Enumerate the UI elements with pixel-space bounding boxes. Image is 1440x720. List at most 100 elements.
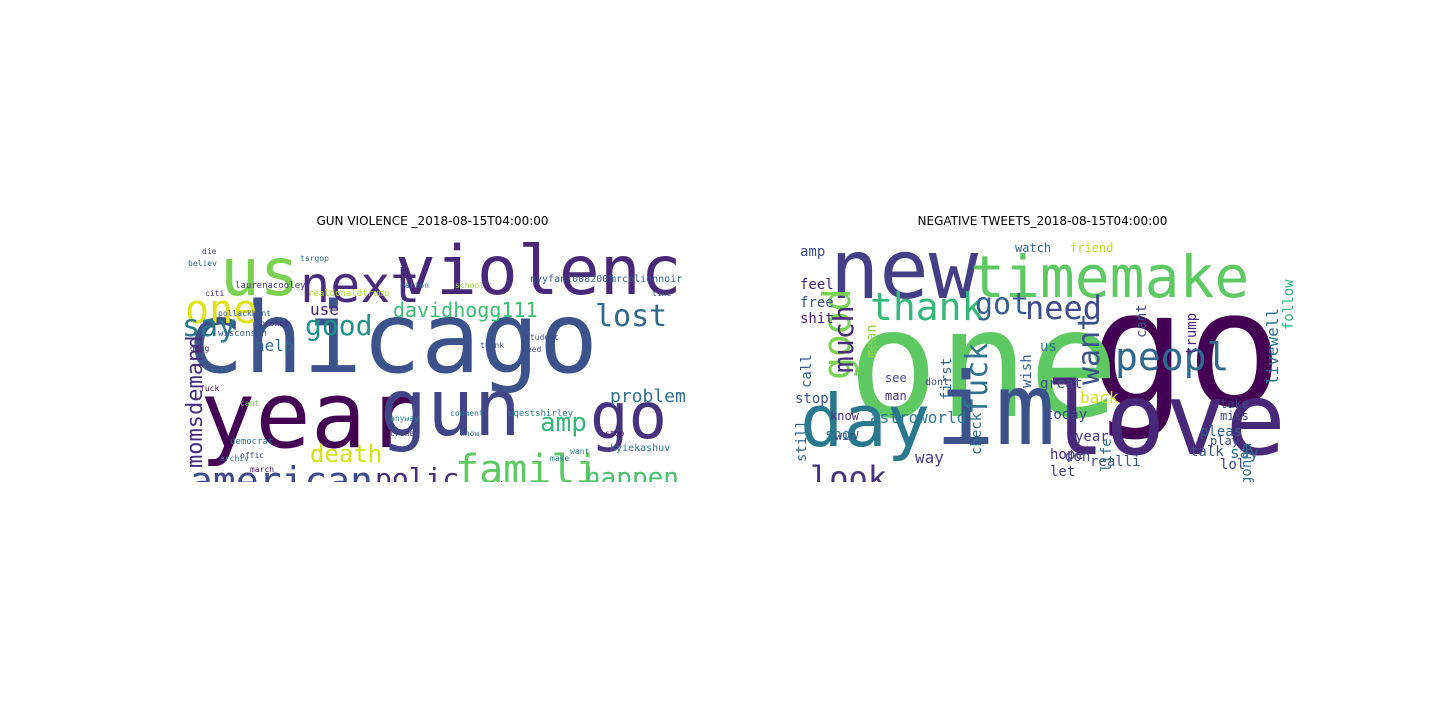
word-need: need — [1025, 289, 1103, 327]
word-pleas: pleas — [1200, 424, 1243, 440]
word-don: don — [1065, 449, 1091, 465]
word-one: one — [848, 278, 1119, 452]
word-life: life — [1099, 438, 1115, 472]
word-offic: offic — [240, 451, 265, 460]
word-nation: nation — [400, 281, 429, 290]
word-polic: polic — [375, 462, 460, 483]
word-die: die — [202, 247, 217, 256]
word-use: use — [310, 300, 339, 319]
word-man: man — [885, 389, 907, 403]
word-lol: lol — [1220, 457, 1246, 473]
word-dont: dont — [925, 377, 950, 388]
word-us: us — [220, 234, 300, 311]
word-still: still — [794, 419, 810, 462]
word-amp: amp — [540, 408, 587, 438]
word-gonna: gonna — [1239, 442, 1255, 482]
word-check: check — [969, 412, 985, 455]
word-realli: realli — [1090, 454, 1141, 470]
word-need: need — [522, 345, 542, 354]
word-see: see — [885, 371, 907, 385]
panel-title: NEGATIVE TWEETS_2018-08-15T04:00:00 — [917, 214, 1168, 228]
word-peopl: peopl — [1115, 335, 1230, 379]
word-great: great — [1040, 376, 1083, 392]
word-believ: believ — [188, 259, 217, 268]
panel-title: GUN VIOLENCE _2018-08-15T04:00:00 — [316, 214, 549, 228]
word-today: today — [1045, 407, 1088, 423]
word-uqestshirley: uqestshirley — [508, 409, 574, 419]
word-archiv: archiv — [220, 454, 249, 463]
word-love: love — [1045, 361, 1286, 478]
word-happen: happen — [585, 463, 679, 482]
word-go: go — [1090, 256, 1283, 443]
word-citi: citi — [205, 289, 225, 298]
word-wisconsin: wisconsin — [218, 329, 267, 339]
word-march: march — [250, 465, 275, 474]
word-student: student — [525, 333, 559, 342]
word-think: think — [480, 341, 505, 350]
word-time: time — [652, 289, 672, 298]
word-livewell: livewell — [1263, 307, 1282, 385]
word-make: make — [550, 454, 570, 463]
word-look: look — [810, 459, 888, 482]
word-mrcolionnoir: mrcolionnoir — [610, 274, 683, 285]
word-show: show — [825, 427, 859, 443]
word-wish: wish — [1019, 354, 1035, 388]
wordcloud: chicago year gun violenc us next go american fam… — [180, 230, 685, 482]
word-fuck: fuck — [960, 342, 995, 415]
word-mean: mean — [864, 324, 880, 358]
word-new: new — [830, 230, 979, 318]
word-know: know — [460, 429, 480, 438]
word-good: good — [305, 309, 373, 342]
word-trump: trump — [1184, 312, 1200, 355]
word-cant: cant — [240, 399, 260, 408]
word-momsdemand: momsdemand — [183, 335, 208, 468]
word-help: help — [255, 336, 294, 355]
word-know: know — [830, 409, 859, 423]
word-gun: gun — [380, 364, 521, 454]
word-cant: cant — [1134, 304, 1150, 338]
word-realdonaldtrump: realdonaldtrump — [308, 289, 390, 299]
word-next: next — [300, 256, 421, 314]
word-free: free — [800, 295, 834, 311]
word-day: day — [800, 379, 931, 463]
word-amp: amp — [800, 244, 826, 260]
word-chicago: chicago — [185, 282, 599, 396]
wordcloud: go one im love new day timemake thank need got peo… — [790, 230, 1295, 482]
word-gang: gang — [190, 344, 210, 353]
word-famili: famili — [455, 447, 600, 482]
word-promot: promot — [260, 319, 289, 328]
word-say: say — [1230, 443, 1259, 462]
word-miss: miss — [1220, 409, 1249, 423]
word-comment: comment — [450, 409, 484, 418]
word-democrat: democrat — [230, 437, 274, 447]
word-death: death — [310, 440, 383, 468]
word-way: way — [915, 448, 944, 467]
word-go: go — [590, 380, 668, 454]
word-want: want — [1072, 312, 1107, 385]
word-follow: follow — [1281, 279, 1295, 330]
word-much: much — [827, 305, 860, 373]
word-laurenacooley: laurenacooley — [235, 281, 306, 291]
word-fuck: fuck — [200, 384, 220, 393]
word-im: im — [935, 351, 1056, 468]
word-school: school — [455, 281, 484, 290]
word-want: want — [570, 447, 590, 456]
wordcloud-panel-negative-tweets: NEGATIVE TWEETS_2018-08-15T04:00:00 go on… — [790, 212, 1295, 482]
word-embarrass: embarrass — [480, 480, 567, 483]
word-back: back — [1080, 388, 1119, 407]
word-friend: friend — [1070, 241, 1114, 255]
word-got: got — [975, 287, 1030, 322]
word-kyiekashuv: kyiekashuv — [610, 443, 671, 454]
word-violenc: violenc — [395, 232, 682, 311]
word-crime: crime — [390, 429, 415, 438]
word-shit: shit — [800, 311, 834, 327]
word-feel: feel — [800, 277, 834, 293]
word-take: take — [1220, 397, 1249, 411]
word-lost: lost — [595, 299, 668, 334]
word-american: american — [190, 459, 374, 482]
word-thank: thank — [870, 285, 985, 329]
word-tsrgop: tsrgop — [300, 254, 329, 263]
word-us: us — [1040, 339, 1057, 355]
word-play: play — [1210, 434, 1239, 448]
word-stop: stop — [605, 429, 625, 438]
